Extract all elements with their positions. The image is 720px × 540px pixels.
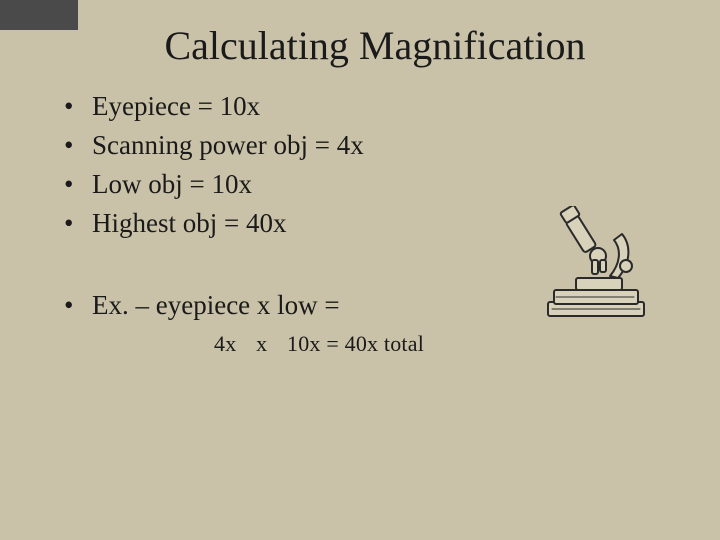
list-item: • Low obj = 10x — [60, 165, 680, 204]
bullet-dot: • — [60, 204, 92, 243]
bullet-dot: • — [60, 165, 92, 204]
bullet-dot: • — [60, 286, 92, 325]
microscope-icon — [526, 206, 666, 324]
calculation-line: 4x x 10x = 40x total — [40, 331, 680, 357]
slide-body: Calculating Magnification • Eyepiece = 1… — [0, 0, 720, 540]
bullet-dot: • — [60, 126, 92, 165]
calc-right: 10x = 40x total — [287, 331, 424, 356]
bullet-dot: • — [60, 87, 92, 126]
list-item: • Eyepiece = 10x — [60, 87, 680, 126]
calc-left: 4x — [214, 331, 236, 356]
slide-title: Calculating Magnification — [40, 22, 680, 69]
bullet-text: Eyepiece = 10x — [92, 87, 260, 126]
bullet-text: Highest obj = 40x — [92, 204, 286, 243]
list-item: • Scanning power obj = 4x — [60, 126, 680, 165]
bullet-text: Low obj = 10x — [92, 165, 252, 204]
bullet-text: Scanning power obj = 4x — [92, 126, 364, 165]
calc-mid: x — [242, 331, 281, 357]
bullet-text: Ex. – eyepiece x low = — [92, 286, 340, 325]
